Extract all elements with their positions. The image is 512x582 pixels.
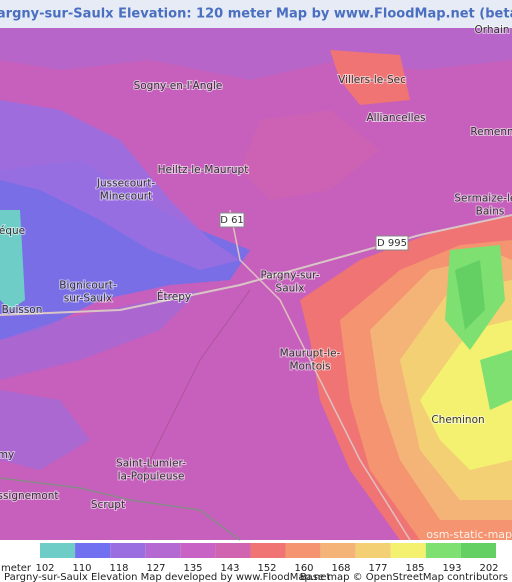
place-label: Bignicourt-: [59, 280, 117, 292]
legend-swatch: [460, 543, 496, 558]
place-label: Sogny-en-l'Angle: [134, 80, 223, 92]
legend-label: 118: [109, 563, 128, 574]
legend-label: 177: [368, 563, 387, 574]
legend-swatch: [180, 543, 216, 558]
legend-swatch: [250, 543, 286, 558]
watermark: osm-static-maps: [426, 528, 512, 541]
legend-unit: meter: [1, 563, 32, 574]
footer-right: Base map © OpenStreetMap contributors: [300, 572, 508, 582]
place-labels: Orhain Sogny-en-l'Angle Villers-le-Sec Alli…: [0, 23, 512, 512]
map: [0, 28, 512, 541]
title-bar: [0, 0, 512, 28]
legend-label: 135: [183, 563, 202, 574]
place-label: Pargny-sur-: [260, 270, 319, 282]
place-label: Heiltz-le-Maurupt: [158, 164, 249, 176]
legend-label: 160: [294, 563, 313, 574]
place-label: la-Populeuse: [118, 471, 185, 483]
legend-swatch: [145, 543, 181, 558]
place-label: ssignemont: [0, 490, 59, 502]
place-label: éque: [0, 225, 25, 237]
place-label: Orhain: [474, 24, 509, 36]
place-label: Buisson: [2, 304, 43, 316]
legend-label: 168: [331, 563, 350, 574]
place-label: Cheminon: [431, 414, 484, 426]
place-label: Alliancelles: [366, 112, 425, 124]
place-label: Minecourt: [100, 191, 152, 203]
legend-swatch: [355, 543, 391, 558]
place-label: sur-Saulx: [64, 293, 112, 305]
place-label: Bains: [476, 206, 505, 218]
legend-swatch: [215, 543, 251, 558]
legend-label: 127: [146, 563, 165, 574]
place-label: Saint-Lumier-: [116, 458, 186, 470]
place-label: Saulx: [276, 283, 305, 295]
legend-label: 143: [220, 563, 239, 574]
legend-label: 110: [72, 563, 91, 574]
legend-swatch: [75, 543, 111, 558]
legend-swatch: [390, 543, 426, 558]
legend-swatch: [110, 543, 146, 558]
place-label: Villers-le-Sec: [338, 74, 406, 86]
place-label: Jussecourt-: [96, 178, 155, 190]
place-label: Étrepy: [157, 290, 191, 303]
place-label: Remenn: [470, 126, 512, 138]
road-label: D 61: [220, 215, 244, 226]
legend-label: 152: [257, 563, 276, 574]
place-label: my: [0, 449, 14, 461]
legend-swatch: [40, 543, 76, 558]
legend: 102 110 118 127 135 143 152 160 168 177 185 193 202: [35, 543, 499, 574]
legend-label: 193: [442, 563, 461, 574]
road-label: D 995: [377, 238, 407, 249]
road-shield: [219, 212, 245, 228]
legend-swatch: [320, 543, 356, 558]
place-label: Sermaize-les-: [454, 193, 512, 205]
title: Pargny-sur-Saulx Elevation: 120 meter Ma…: [0, 7, 512, 22]
place-label: Maurupt-le-: [280, 348, 341, 360]
legend-label: 102: [35, 563, 54, 574]
footer-left: Pargny-sur-Saulx Elevation Map developed…: [4, 572, 331, 582]
legend-label: 185: [405, 563, 424, 574]
place-label: Montois: [289, 361, 330, 373]
road-shield: [375, 235, 409, 251]
legend-label: 202: [479, 563, 498, 574]
legend-swatch: [425, 543, 461, 558]
legend-swatch: [285, 543, 321, 558]
place-label: Scrupt: [91, 499, 125, 511]
